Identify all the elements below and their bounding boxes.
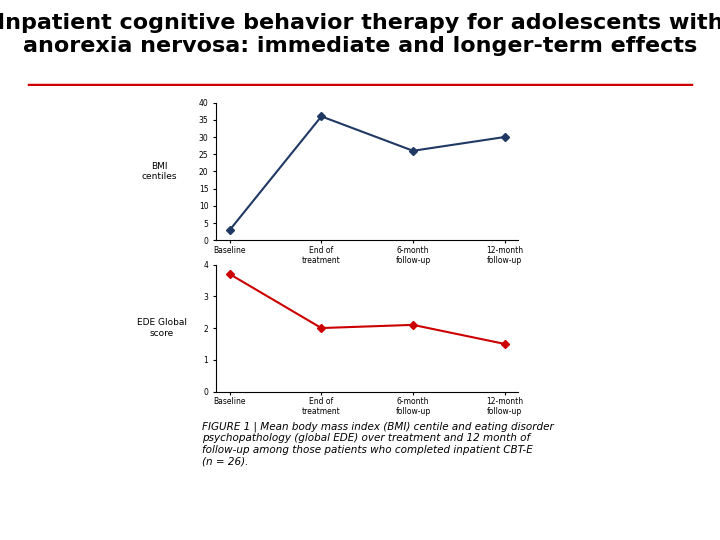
Text: FIGURE 1 | Mean body mass index (BMI) centile and eating disorder
psychopatholog: FIGURE 1 | Mean body mass index (BMI) ce… [202, 421, 554, 467]
Y-axis label: BMI
centiles: BMI centiles [142, 162, 177, 181]
Text: Inpatient cognitive behavior therapy for adolescents with
anorexia nervosa: imme: Inpatient cognitive behavior therapy for… [0, 13, 720, 56]
Y-axis label: EDE Global
score: EDE Global score [137, 319, 186, 338]
